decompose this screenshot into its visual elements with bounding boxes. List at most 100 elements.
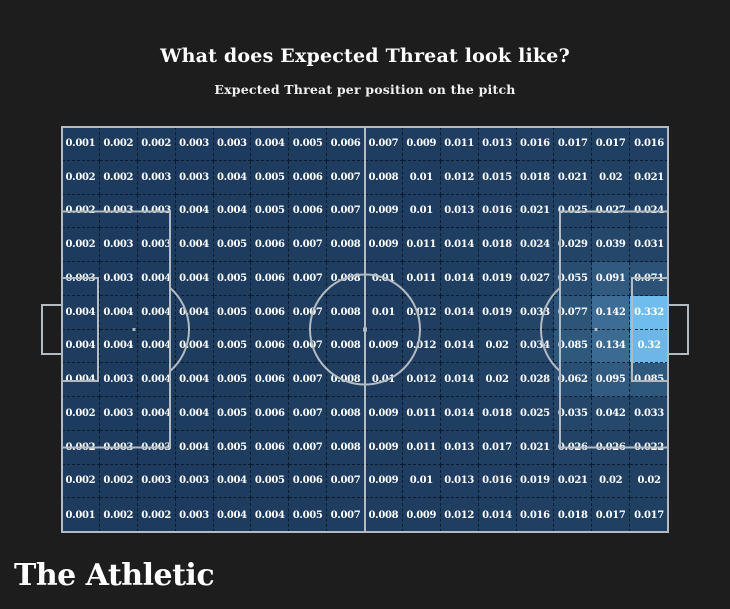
heatmap-cell: 0.022	[630, 430, 668, 465]
xt-heatmap-grid: 0.001 0.002 0.002 0.003 0.003 0.004 0.005 0.006…	[62, 127, 668, 532]
heatmap-cell: 0.004	[137, 363, 176, 397]
heatmap-cell: 0.033	[630, 397, 668, 431]
heatmap-cell: 0.016	[630, 127, 668, 161]
heatmap-cell: 0.003	[175, 160, 214, 195]
heatmap-cell: 0.004	[175, 329, 214, 364]
heatmap-cell: 0.02	[630, 464, 668, 499]
heatmap-cell: 0.004	[175, 397, 214, 431]
heatmap-cell: 0.002	[137, 498, 176, 532]
heatmap-cell: 0.011	[402, 430, 441, 465]
heatmap-cell: 0.016	[478, 464, 517, 499]
heatmap-cell: 0.005	[251, 194, 290, 229]
heatmap-cell: 0.004	[213, 464, 252, 499]
heatmap-cell: 0.013	[440, 194, 479, 229]
heatmap-cell: 0.024	[630, 194, 668, 229]
heatmap-cell: 0.014	[440, 295, 479, 330]
heatmap-cell: 0.024	[516, 228, 555, 262]
heatmap-cell: 0.028	[516, 363, 555, 397]
heatmap-cell: 0.008	[327, 228, 365, 262]
heatmap-cell: 0.332	[630, 295, 668, 330]
heatmap-cell: 0.007	[289, 228, 328, 262]
heatmap-cell: 0.021	[516, 430, 555, 465]
heatmap-cell: 0.008	[365, 498, 403, 532]
heatmap-cell: 0.01	[365, 262, 403, 296]
heatmap-cell: 0.002	[62, 160, 100, 195]
heatmap-cell: 0.134	[592, 329, 631, 364]
heatmap-cell: 0.004	[213, 160, 252, 195]
heatmap-cell: 0.005	[289, 498, 328, 532]
heatmap-cell: 0.003	[137, 430, 176, 465]
heatmap-cell: 0.017	[478, 430, 517, 465]
heatmap-cell: 0.003	[213, 127, 252, 161]
heatmap-cell: 0.005	[213, 397, 252, 431]
heatmap-cell: 0.004	[175, 228, 214, 262]
heatmap-cell: 0.006	[327, 127, 365, 161]
heatmap-cell: 0.004	[137, 262, 176, 296]
heatmap-cell: 0.004	[175, 430, 214, 465]
heatmap-cell: 0.018	[516, 160, 555, 195]
heatmap-cell: 0.008	[327, 363, 365, 397]
heatmap-cell: 0.009	[402, 127, 441, 161]
heatmap-cell: 0.014	[440, 262, 479, 296]
heatmap-cell: 0.003	[137, 160, 176, 195]
heatmap-cell: 0.003	[175, 464, 214, 499]
heatmap-cell: 0.007	[289, 262, 328, 296]
heatmap-cell: 0.062	[554, 363, 593, 397]
heatmap-cell: 0.019	[478, 262, 517, 296]
heatmap-cell: 0.008	[327, 430, 365, 465]
heatmap-cell: 0.007	[289, 430, 328, 465]
heatmap-cell: 0.008	[327, 397, 365, 431]
heatmap-cell: 0.02	[592, 160, 631, 195]
heatmap-cell: 0.013	[440, 464, 479, 499]
heatmap-cell: 0.007	[289, 363, 328, 397]
right-goal	[667, 304, 689, 355]
heatmap-cell: 0.002	[99, 127, 138, 161]
heatmap-cell: 0.002	[62, 397, 100, 431]
heatmap-cell: 0.003	[99, 397, 138, 431]
heatmap-cell: 0.005	[289, 127, 328, 161]
heatmap-cell: 0.005	[251, 160, 290, 195]
left-goal	[41, 304, 63, 355]
heatmap-cell: 0.006	[251, 397, 290, 431]
heatmap-cell: 0.019	[478, 295, 517, 330]
heatmap-cell: 0.004	[137, 397, 176, 431]
heatmap-cell: 0.004	[175, 363, 214, 397]
heatmap-cell: 0.011	[402, 228, 441, 262]
heatmap-cell: 0.005	[213, 262, 252, 296]
heatmap-cell: 0.009	[365, 397, 403, 431]
heatmap-cell: 0.007	[289, 397, 328, 431]
heatmap-cell: 0.001	[62, 127, 100, 161]
heatmap-cell: 0.004	[137, 295, 176, 330]
heatmap-cell: 0.002	[137, 127, 176, 161]
heatmap-cell: 0.01	[402, 464, 441, 499]
heatmap-cell: 0.017	[592, 127, 631, 161]
heatmap-cell: 0.002	[62, 464, 100, 499]
heatmap-cell: 0.077	[554, 295, 593, 330]
heatmap-cell: 0.017	[630, 498, 668, 532]
heatmap-cell: 0.006	[289, 464, 328, 499]
heatmap-cell: 0.018	[554, 498, 593, 532]
heatmap-cell: 0.011	[402, 262, 441, 296]
heatmap-cell: 0.039	[592, 228, 631, 262]
heatmap-cell: 0.003	[137, 228, 176, 262]
heatmap-cell: 0.014	[440, 228, 479, 262]
heatmap-cell: 0.004	[175, 262, 214, 296]
heatmap-cell: 0.004	[62, 295, 100, 330]
heatmap-cell: 0.014	[478, 498, 517, 532]
heatmap-cell: 0.004	[62, 363, 100, 397]
heatmap-cell: 0.012	[440, 498, 479, 532]
heatmap-cell: 0.095	[592, 363, 631, 397]
heatmap-cell: 0.016	[516, 127, 555, 161]
heatmap-cell: 0.003	[99, 262, 138, 296]
heatmap-cell: 0.017	[554, 127, 593, 161]
heatmap-cell: 0.014	[440, 397, 479, 431]
heatmap-cell: 0.034	[516, 329, 555, 364]
heatmap-cell: 0.021	[516, 194, 555, 229]
heatmap-cell: 0.003	[99, 194, 138, 229]
heatmap-cell: 0.014	[440, 329, 479, 364]
heatmap-cell: 0.012	[440, 160, 479, 195]
heatmap-cell: 0.021	[554, 464, 593, 499]
heatmap-cell: 0.004	[137, 329, 176, 364]
heatmap-cell: 0.004	[213, 498, 252, 532]
heatmap-cell: 0.009	[365, 464, 403, 499]
